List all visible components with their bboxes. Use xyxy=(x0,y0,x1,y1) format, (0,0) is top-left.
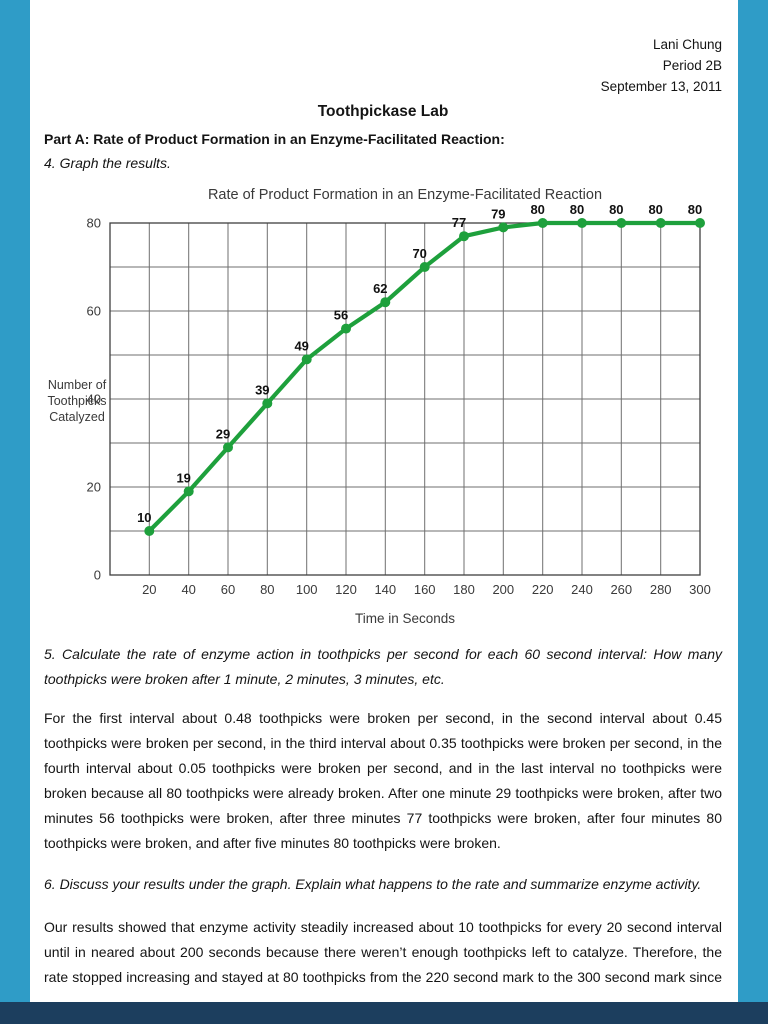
svg-text:300: 300 xyxy=(689,582,711,597)
answer-6: Our results showed that enzyme activity … xyxy=(44,919,722,985)
svg-text:60: 60 xyxy=(221,582,235,597)
svg-text:62: 62 xyxy=(373,281,387,296)
viewer-margin-left xyxy=(0,0,30,1024)
y-axis-title: Number of Toothpicks Catalyzed xyxy=(47,378,106,424)
x-tick-labels: 20 40 60 80 100 120 140 160 180 200 220 240 260 280 30… xyxy=(142,582,711,597)
svg-text:260: 260 xyxy=(610,582,632,597)
class-period: Period 2B xyxy=(662,58,722,73)
svg-text:220: 220 xyxy=(532,582,554,597)
svg-text:80: 80 xyxy=(87,216,101,231)
series-markers xyxy=(144,218,705,536)
svg-text:56: 56 xyxy=(334,308,348,323)
svg-text:77: 77 xyxy=(452,215,466,230)
question-4: 4. Graph the results. xyxy=(44,155,171,171)
document-title: Toothpickase Lab xyxy=(317,103,449,120)
y-tick-labels: 0 20 40 60 80 xyxy=(87,216,101,583)
question-5: 5. Calculate the rate of enzyme action i… xyxy=(44,646,722,687)
svg-text:80: 80 xyxy=(609,202,623,217)
svg-text:180: 180 xyxy=(453,582,475,597)
svg-text:140: 140 xyxy=(374,582,396,597)
svg-text:120: 120 xyxy=(335,582,357,597)
svg-text:29: 29 xyxy=(216,426,230,441)
results-line-chart: Rate of Product Formation in an Enzyme-F… xyxy=(47,187,711,626)
svg-text:39: 39 xyxy=(255,382,269,397)
svg-text:19: 19 xyxy=(176,470,190,485)
svg-text:80: 80 xyxy=(688,202,702,217)
svg-text:80: 80 xyxy=(260,582,274,597)
svg-text:160: 160 xyxy=(414,582,436,597)
svg-text:240: 240 xyxy=(571,582,593,597)
svg-text:80: 80 xyxy=(530,202,544,217)
svg-text:20: 20 xyxy=(87,480,101,495)
gridlines xyxy=(110,223,700,575)
svg-text:200: 200 xyxy=(492,582,514,597)
svg-text:40: 40 xyxy=(87,392,101,407)
section-heading-part-a: Part A: Rate of Product Formation in an … xyxy=(44,131,505,147)
chart-title: Rate of Product Formation in an Enzyme-F… xyxy=(208,187,602,203)
svg-text:40: 40 xyxy=(181,582,195,597)
chart-container: Rate of Product Formation in an Enzyme-F… xyxy=(44,183,722,636)
svg-text:100: 100 xyxy=(296,582,318,597)
author-name: Lani Chung xyxy=(652,37,722,52)
document-page: Lani Chung Period 2B September 13, 2011 … xyxy=(30,0,738,1002)
x-axis-title: Time in Seconds xyxy=(355,611,455,626)
svg-text:70: 70 xyxy=(412,246,426,261)
svg-text:49: 49 xyxy=(294,338,308,353)
document-header: Lani Chung Period 2B September 13, 2011 xyxy=(44,34,722,97)
plot-frame xyxy=(109,222,701,576)
svg-text:79: 79 xyxy=(491,206,505,221)
viewer-margin-right xyxy=(738,0,768,1024)
viewer-bottom-bar xyxy=(0,1002,768,1024)
svg-text:60: 60 xyxy=(87,304,101,319)
svg-text:Catalyzed: Catalyzed xyxy=(49,410,105,424)
svg-text:0: 0 xyxy=(94,568,101,583)
svg-text:280: 280 xyxy=(650,582,672,597)
answer-5: For the first interval about 0.48 toothp… xyxy=(44,710,722,851)
question-6: 6. Discuss your results under the graph.… xyxy=(44,876,702,892)
svg-text:Number of: Number of xyxy=(48,378,107,392)
svg-text:80: 80 xyxy=(570,202,584,217)
svg-text:80: 80 xyxy=(648,202,662,217)
svg-text:Toothpicks: Toothpicks xyxy=(47,394,106,408)
svg-text:20: 20 xyxy=(142,582,156,597)
date-line: September 13, 2011 xyxy=(600,79,722,94)
svg-text:10: 10 xyxy=(137,510,151,525)
data-labels: 10 19 29 39 49 56 62 70 77 79 80 80 80 80 80 xyxy=(137,202,702,525)
